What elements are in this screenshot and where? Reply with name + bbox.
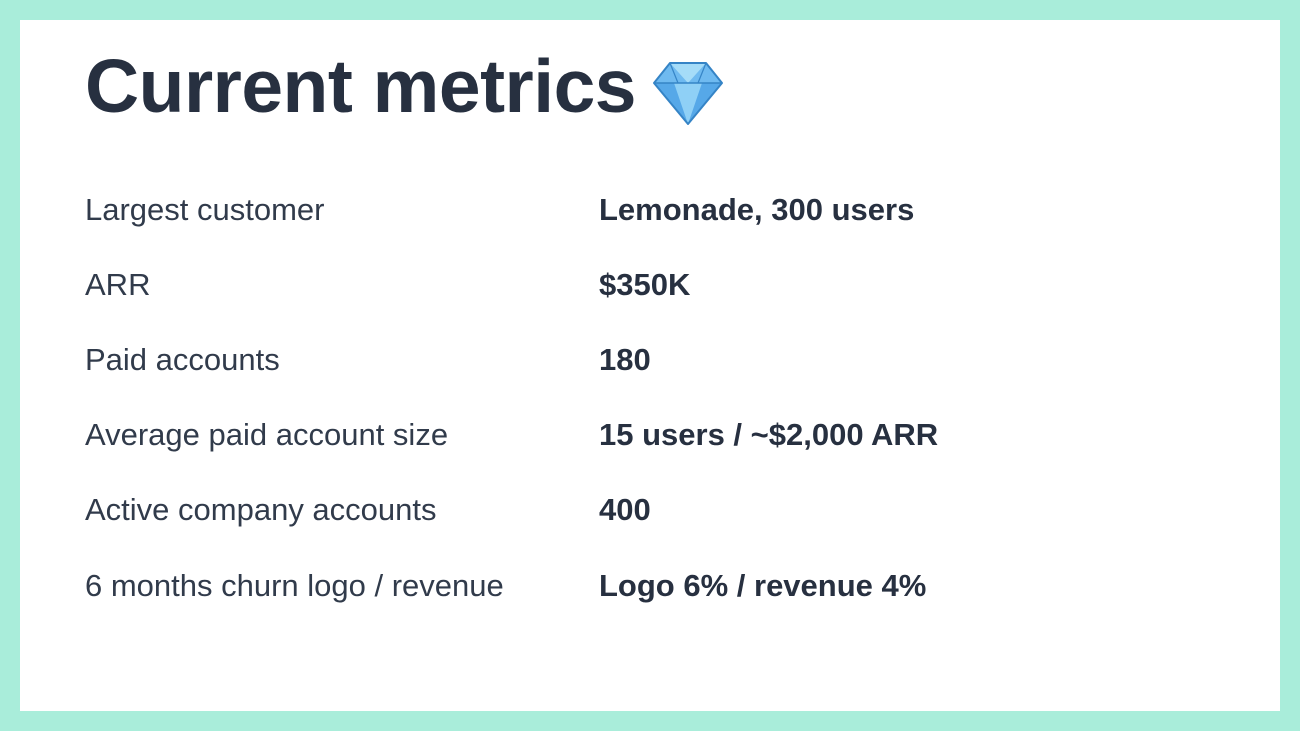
gem-icon	[653, 62, 724, 125]
metric-label: Paid accounts	[85, 341, 280, 377]
metric-value: Logo 6% / revenue 4%	[599, 567, 927, 603]
metric-value: 15 users / ~$2,000 ARR	[599, 417, 939, 453]
title-row: Current metrics	[85, 46, 724, 128]
metric-row: Average paid account size 15 users / ~$2…	[85, 398, 1240, 473]
slide-content: Current metrics Largest customer Lemonad…	[20, 20, 1280, 711]
metric-label: 6 months churn logo / revenue	[85, 567, 504, 603]
metric-label: ARR	[85, 266, 151, 302]
metric-value: 180	[599, 341, 651, 377]
metric-row: Largest customer Lemonade, 300 users	[85, 172, 1240, 247]
metric-row: ARR $350K	[85, 247, 1240, 322]
metric-value: $350K	[599, 266, 691, 302]
metric-label: Average paid account size	[85, 417, 449, 453]
metric-value: Lemonade, 300 users	[599, 191, 915, 227]
metric-label: Active company accounts	[85, 492, 437, 528]
metrics-table: Largest customer Lemonade, 300 users ARR…	[85, 172, 1240, 623]
metric-label: Largest customer	[85, 191, 325, 227]
metric-row: 6 months churn logo / revenue Logo 6% / …	[85, 548, 1240, 623]
metric-row: Paid accounts 180	[85, 322, 1240, 397]
page-title: Current metrics	[85, 44, 637, 128]
metric-value: 400	[599, 492, 651, 528]
metric-row: Active company accounts 400	[85, 473, 1240, 548]
